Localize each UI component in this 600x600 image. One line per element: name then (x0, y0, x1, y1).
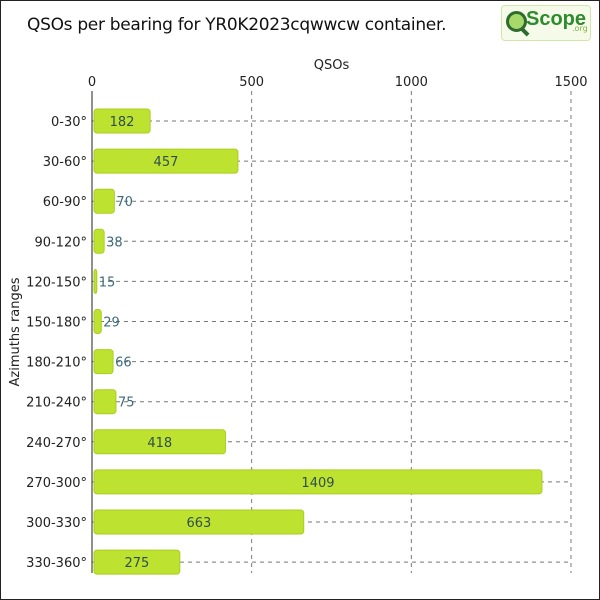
category-label: 180-210° (26, 356, 87, 371)
data-label: 38 (106, 235, 123, 250)
category-label: 330-360° (26, 556, 87, 571)
logo-suffix: .org (572, 24, 588, 33)
bar[interactable] (93, 469, 543, 495)
bar[interactable] (93, 429, 226, 455)
qscope-logo[interactable]: Scope .org (501, 5, 591, 41)
value-labels: 182 457 70 38 15 29 66 75 418 1409 663 275 (99, 115, 335, 571)
x-tick-label: 0 (88, 75, 96, 90)
y-axis-title: Azimuths ranges (8, 277, 23, 386)
x-tick-label: 500 (239, 75, 264, 90)
bar[interactable] (93, 549, 181, 575)
bar[interactable] (93, 268, 98, 294)
data-label: 1409 (301, 476, 334, 491)
bar[interactable] (93, 309, 102, 334)
data-label: 29 (103, 316, 120, 331)
data-label: 70 (116, 195, 133, 210)
category-label: 210-240° (26, 396, 87, 411)
bar[interactable] (93, 509, 305, 535)
category-label: 300-330° (26, 516, 87, 531)
category-label: 270-300° (26, 476, 87, 491)
data-label: 66 (115, 356, 132, 371)
category-label: 0-30° (51, 115, 87, 130)
data-label: 275 (124, 556, 149, 571)
bar[interactable] (93, 389, 117, 415)
bar[interactable] (93, 188, 115, 214)
category-labels: 0-30° 30-60° 60-90° 90-120° 120-150° 150-180°… (26, 115, 87, 571)
chart-title: QSOs per bearing for YR0K2023cqwwcw cont… (27, 15, 447, 35)
x-tick-labels: 0 500 1000 1500 (88, 75, 588, 90)
bar[interactable] (93, 349, 114, 375)
data-label: 75 (118, 396, 135, 411)
bar[interactable] (93, 148, 239, 174)
data-label: 457 (154, 155, 179, 170)
logo-text: Scope (526, 8, 587, 30)
category-label: 150-180° (26, 316, 87, 331)
data-label: 663 (186, 516, 211, 531)
data-label: 182 (110, 115, 135, 130)
data-label: 418 (147, 436, 172, 451)
x-tick-label: 1000 (395, 75, 428, 90)
category-label: 120-150° (26, 275, 87, 290)
data-label: 15 (99, 275, 116, 290)
bar[interactable] (93, 228, 105, 254)
category-label: 240-270° (26, 436, 87, 451)
bar[interactable] (93, 108, 151, 134)
category-label: 60-90° (43, 195, 87, 210)
x-tick-label: 1500 (554, 75, 587, 90)
category-label: 90-120° (34, 235, 87, 250)
bars (93, 108, 543, 575)
category-label: 30-60° (43, 155, 87, 170)
x-axis-title: QSOs (314, 58, 350, 73)
